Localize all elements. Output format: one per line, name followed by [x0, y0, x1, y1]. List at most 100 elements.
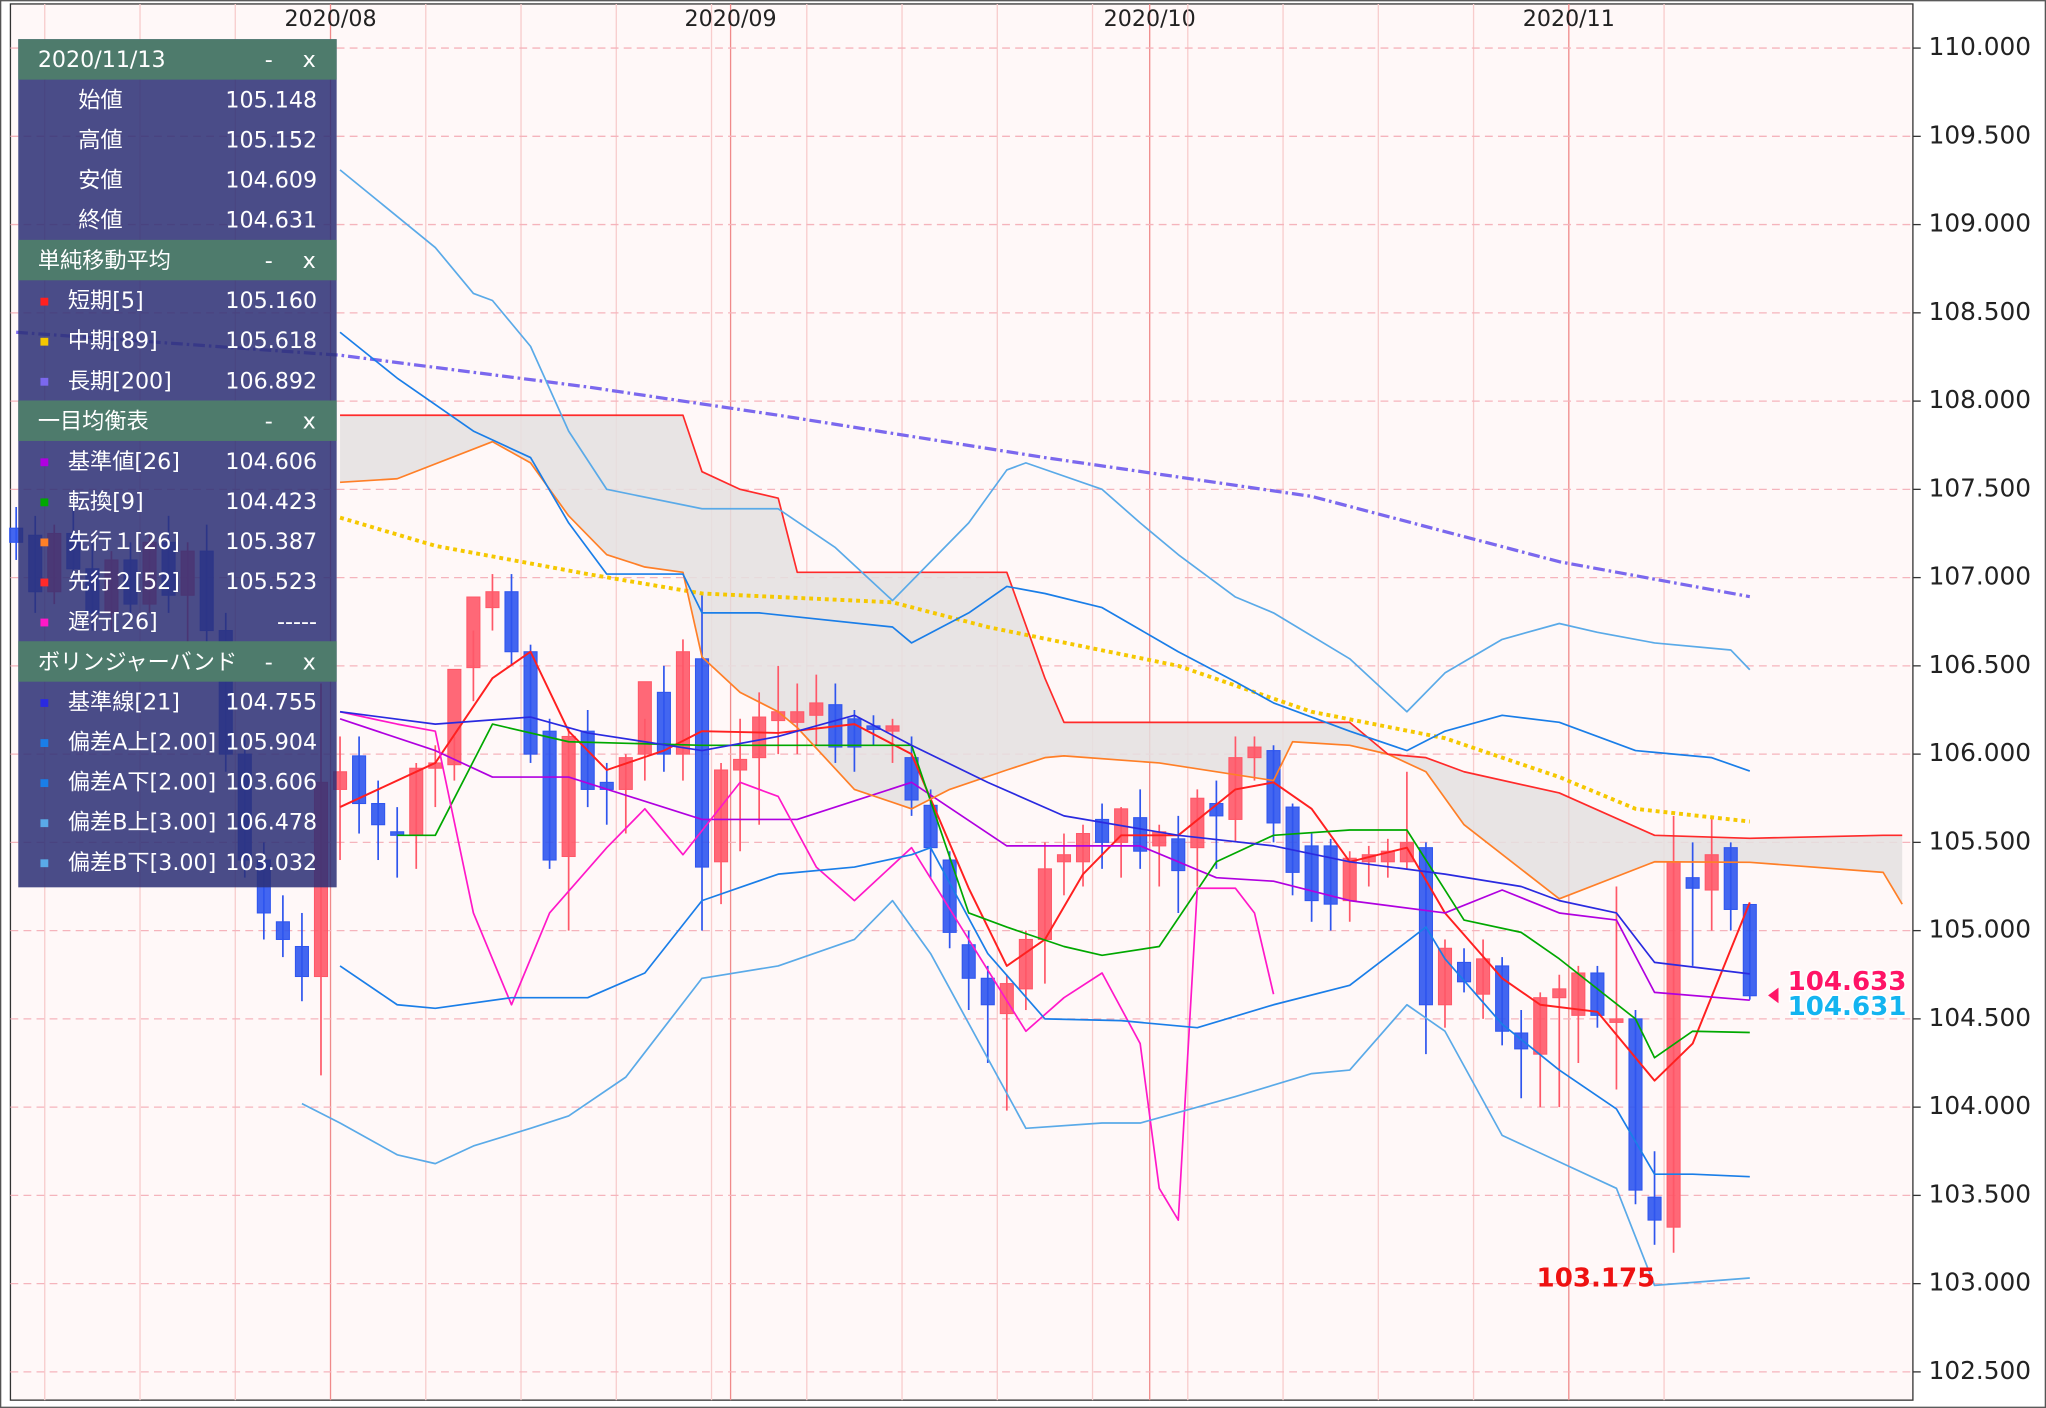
indicator-line: [339, 846, 1750, 1178]
close-button[interactable]: x: [303, 409, 316, 435]
minimize-button[interactable]: -: [265, 47, 273, 73]
legend-swatch: [40, 578, 49, 587]
legend-swatch: [40, 819, 49, 828]
candle-body: [275, 921, 290, 940]
legend-name: 転換[9]: [68, 489, 144, 515]
legend-swatch: [40, 538, 49, 547]
ohlc-label: 高値: [78, 128, 122, 154]
candle-body: [1323, 845, 1338, 905]
indicator-line: [340, 414, 1903, 840]
legend-value: 106.892: [225, 368, 317, 394]
candle-body: [1456, 961, 1472, 983]
legend-value: 106.478: [225, 810, 317, 836]
candle-body: [1723, 847, 1738, 910]
low-label: 103.175: [1537, 1263, 1656, 1293]
candle-body: [1647, 1196, 1662, 1221]
ohlc-value: 105.148: [225, 87, 317, 113]
indicator-line: [301, 899, 1750, 1287]
ohlc-label: 安値: [78, 168, 122, 194]
indicator-line: [339, 710, 1275, 1221]
candle-body: [1342, 857, 1357, 902]
x-tick-label: 2020/08: [284, 6, 376, 32]
legend-swatch: [40, 699, 49, 707]
candle-body: [1495, 965, 1510, 1032]
candle-body: [1380, 850, 1395, 863]
ohlc-label: 始値: [78, 87, 122, 113]
y-tick-label: 103.500: [1929, 1179, 2031, 1208]
candle-body: [1056, 854, 1072, 863]
legend-name: 先行１[26]: [68, 529, 180, 555]
indicator-line: [339, 718, 1750, 1002]
legend-swatch: [40, 779, 49, 788]
candle-body: [561, 735, 576, 858]
minimize-button[interactable]: -: [265, 248, 273, 274]
candle-body: [352, 755, 367, 805]
candle-body: [714, 769, 729, 863]
candle-body: [485, 591, 500, 609]
legend-swatch: [40, 859, 49, 868]
candle-body: [447, 668, 462, 766]
y-tick-label: 110.000: [1929, 32, 2031, 61]
legend-swatch: [40, 337, 49, 346]
candle-body: [1552, 988, 1567, 999]
legend-value: 104.606: [225, 449, 317, 475]
candle-body: [1590, 972, 1605, 1016]
minimize-button[interactable]: -: [265, 649, 273, 675]
candle-body: [294, 945, 309, 978]
y-tick-label: 107.000: [1929, 562, 2031, 591]
legend-swatch: [40, 618, 49, 627]
panel-title: ボリンジャーバンド: [38, 649, 237, 675]
panel-background: [18, 39, 337, 888]
indicator-line: [16, 330, 1751, 599]
ohlc-value: 104.609: [225, 168, 317, 194]
candle-body: [733, 758, 748, 771]
legend-name: 遅行[26]: [68, 609, 158, 635]
candle-body: [1685, 877, 1700, 889]
legend-name: 中期[89]: [68, 328, 158, 354]
indicator-line: [339, 710, 1750, 975]
x-tick-label: 2020/09: [685, 6, 777, 32]
info-panel: 2020/11/13 - x 始値 105.148 高値 105.152 安値 104.609 終…: [18, 39, 337, 888]
close-button[interactable]: x: [303, 248, 316, 274]
candle-body: [961, 944, 976, 979]
ohlc-value: 104.631: [225, 208, 317, 234]
ohlc-label: 終値: [78, 208, 122, 234]
close-button[interactable]: x: [303, 47, 316, 73]
legend-swatch: [40, 739, 49, 747]
y-tick-label: 102.500: [1929, 1356, 2031, 1385]
close-button[interactable]: x: [303, 649, 316, 675]
y-tick-label: 109.000: [1929, 209, 2031, 238]
candle-body: [523, 651, 538, 755]
panel-header: [18, 39, 337, 80]
legend-value: 105.618: [225, 328, 317, 354]
candle-body: [371, 803, 386, 826]
candle-body: [1628, 1018, 1643, 1191]
candle-body: [809, 702, 824, 716]
legend-name: 偏差B上[3.00]: [68, 810, 216, 836]
price-label: 104.631: [1788, 992, 1907, 1022]
candle-body: [1399, 841, 1414, 863]
candle-body: [1247, 746, 1262, 759]
y-tick-label: 109.500: [1929, 120, 2031, 149]
minimize-button[interactable]: -: [265, 409, 273, 435]
legend-value: 105.160: [225, 288, 317, 314]
candle-body: [885, 725, 900, 732]
y-tick-label: 105.500: [1929, 826, 2031, 855]
panel-header: [18, 239, 337, 281]
price-pointer: [1768, 987, 1779, 1004]
y-tick-label: 106.000: [1929, 738, 2031, 767]
candle-body: [1075, 833, 1091, 863]
candle-body: [1037, 868, 1052, 940]
indicator-line: [339, 331, 1751, 772]
legend-value: 105.387: [225, 529, 317, 555]
y-tick-label: 105.000: [1929, 915, 2031, 944]
price-label: 104.633: [1788, 967, 1907, 997]
panel-title: 2020/11/13: [38, 47, 166, 73]
candle-body: [542, 730, 557, 861]
y-tick-label: 107.500: [1929, 473, 2031, 502]
legend-value: 105.904: [225, 730, 317, 756]
candle-body: [1609, 1018, 1624, 1023]
y-tick-label: 104.500: [1929, 1003, 2031, 1032]
